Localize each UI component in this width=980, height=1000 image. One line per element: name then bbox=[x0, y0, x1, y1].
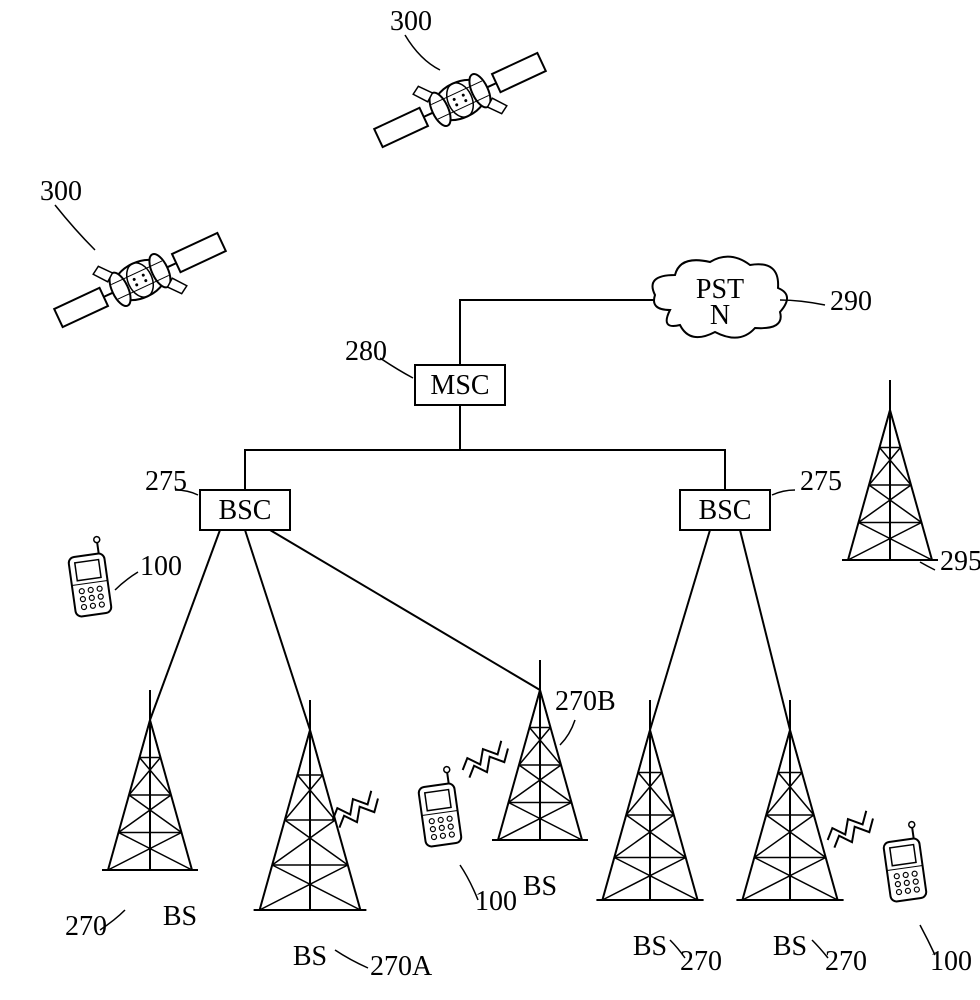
phone-lower-right bbox=[881, 821, 927, 902]
leader-5 bbox=[772, 490, 795, 495]
conn-bsc_left-tower2 bbox=[245, 530, 310, 730]
bsc-right-box: BSC bbox=[680, 490, 770, 530]
ref-label-0: 300 bbox=[390, 6, 432, 37]
leader-7 bbox=[920, 562, 935, 570]
nodes-layer: MSC BSC BSC PSTN BS BS BS BS BS bbox=[46, 35, 938, 972]
ref-label-4: 275 bbox=[145, 466, 187, 497]
ref-label-13: 270 bbox=[825, 946, 867, 977]
conn-msc-cloud bbox=[460, 300, 660, 365]
msc-box: MSC bbox=[415, 365, 505, 405]
tower-bs-5: BS bbox=[736, 700, 843, 962]
conn-bsc_right-tower5 bbox=[740, 530, 790, 730]
ref-label-5: 275 bbox=[800, 466, 842, 497]
leader-10 bbox=[335, 950, 368, 968]
network-diagram: MSC BSC BSC PSTN BS BS BS BS BS 300 300 290 280 275 2… bbox=[0, 0, 980, 1000]
phone-center bbox=[416, 766, 462, 847]
pstn-label-2: N bbox=[710, 300, 730, 331]
ref-label-7: 295 bbox=[940, 546, 980, 577]
ref-label-11: 100 bbox=[475, 886, 517, 917]
leader-8 bbox=[560, 720, 575, 745]
conn-bsc_left-tower3 bbox=[270, 530, 540, 690]
tower-bs-2-label: BS bbox=[293, 941, 327, 972]
tower-bs-1-label: BS bbox=[163, 901, 197, 932]
sat-left bbox=[46, 215, 234, 345]
ref-label-2: 290 bbox=[830, 286, 872, 317]
tower-right-top bbox=[842, 380, 938, 560]
conn-bsc_right-tower4 bbox=[650, 530, 710, 730]
bsc-left-box-label: BSC bbox=[219, 495, 272, 526]
ref-label-1: 300 bbox=[40, 176, 82, 207]
conn-split-bsc_left bbox=[245, 450, 460, 490]
leader-0 bbox=[405, 35, 440, 70]
leader-1 bbox=[55, 205, 95, 250]
tower-bs-4: BS bbox=[596, 700, 703, 962]
tower-bs-4-label: BS bbox=[633, 931, 667, 962]
zz-2 bbox=[459, 738, 513, 782]
zz-3 bbox=[824, 808, 878, 852]
bsc-right-box-label: BSC bbox=[699, 495, 752, 526]
ref-label-6: 100 bbox=[140, 551, 182, 582]
ref-label-14: 100 bbox=[930, 946, 972, 977]
sat-top bbox=[366, 35, 554, 165]
bsc-left-box: BSC bbox=[200, 490, 290, 530]
ref-label-12: 270 bbox=[680, 946, 722, 977]
ref-label-8: 270B bbox=[555, 686, 616, 717]
tower-bs-5-label: BS bbox=[773, 931, 807, 962]
leader-6 bbox=[115, 572, 138, 590]
tower-bs-1: BS bbox=[102, 690, 198, 932]
ref-label-10: 270A bbox=[370, 951, 433, 982]
msc-box-label: MSC bbox=[430, 370, 489, 401]
tower-bs-2: BS bbox=[254, 700, 367, 972]
conn-split-bsc_right bbox=[460, 450, 725, 490]
ref-label-9: 270 bbox=[65, 911, 107, 942]
pstn-cloud: PSTN bbox=[653, 257, 788, 338]
phone-upper-left bbox=[66, 536, 112, 617]
ref-label-3: 280 bbox=[345, 336, 387, 367]
tower-bs-3-label: BS bbox=[523, 871, 557, 902]
